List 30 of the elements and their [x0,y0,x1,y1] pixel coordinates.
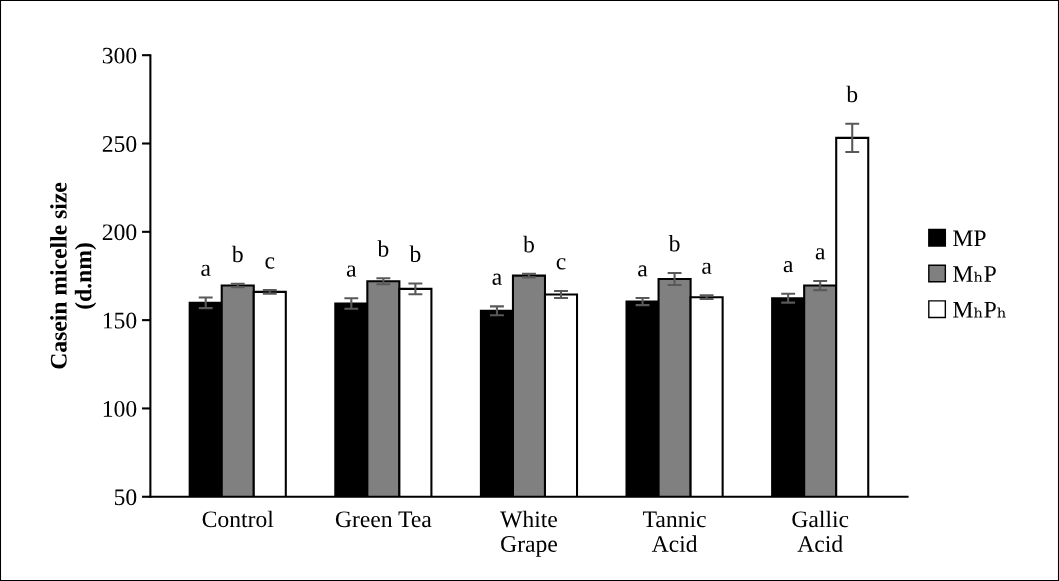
annotation: b [377,240,389,257]
x-tick-label: Green Tea [335,511,432,528]
y-tick-label: 50 [114,489,137,506]
y-tick-label: 150 [103,312,137,329]
x-tick-label: White Grape [500,510,557,557]
y-tick-label: 300 [102,47,137,64]
annotation: b [409,245,421,263]
x-tick-label: Tannic Acid [643,511,706,552]
annotation: b [231,245,243,263]
y-tick-label: 250 [102,136,137,152]
y-tick-label: 100 [103,400,137,417]
annotation: a [702,262,712,274]
annotation: b [668,234,680,252]
y-axis-title: Casein micelle size (d.nm) [50,182,97,369]
annotation: c [265,257,275,269]
annotation: a [201,264,211,277]
y-tick-label: 200 [102,224,137,241]
annotation: b [846,85,858,103]
annotation: a [783,261,794,273]
legend-label: MₕPₕ [953,301,1006,318]
legend-label: MₕP [953,266,996,282]
annotation: a [346,265,357,277]
annotation: a [815,248,826,260]
legend-label: MP [953,230,986,246]
x-tick-label: Gallic Acid [792,510,849,552]
annotation: c [556,258,566,270]
x-tick-label: Control [202,510,274,528]
annotation: b [523,235,534,253]
annotation: a [492,273,502,285]
annotation: a [638,265,648,277]
